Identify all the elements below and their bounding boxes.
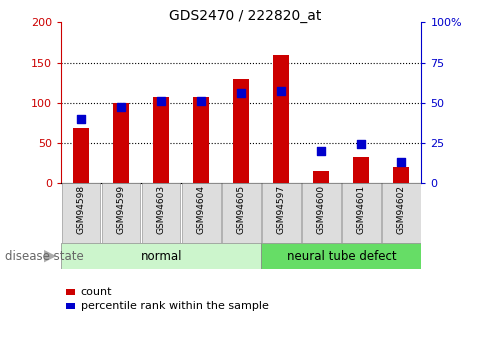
Polygon shape — [44, 250, 56, 263]
Text: neural tube defect: neural tube defect — [287, 250, 396, 263]
FancyBboxPatch shape — [142, 184, 180, 243]
FancyBboxPatch shape — [262, 184, 300, 243]
Point — [237, 90, 245, 96]
Text: GSM94599: GSM94599 — [117, 185, 126, 234]
Point — [117, 105, 125, 110]
Bar — [261, 243, 421, 269]
Point — [277, 89, 285, 94]
Bar — [66, 303, 75, 309]
FancyBboxPatch shape — [342, 184, 381, 243]
Bar — [66, 289, 75, 295]
Text: count: count — [81, 287, 112, 297]
Bar — [233, 79, 249, 183]
Point — [397, 159, 405, 165]
Bar — [193, 97, 209, 183]
FancyBboxPatch shape — [182, 184, 220, 243]
Bar — [74, 128, 89, 183]
Bar — [113, 103, 129, 183]
Bar — [153, 97, 170, 183]
Text: GSM94605: GSM94605 — [237, 185, 246, 234]
Text: GSM94601: GSM94601 — [357, 185, 366, 234]
FancyBboxPatch shape — [102, 184, 141, 243]
Bar — [61, 243, 261, 269]
Text: GSM94603: GSM94603 — [157, 185, 166, 234]
Bar — [393, 167, 409, 183]
Text: percentile rank within the sample: percentile rank within the sample — [81, 301, 269, 310]
Text: GSM94600: GSM94600 — [317, 185, 326, 234]
FancyBboxPatch shape — [62, 184, 100, 243]
Bar — [314, 171, 329, 183]
Point — [157, 98, 165, 104]
FancyBboxPatch shape — [302, 184, 341, 243]
Text: GDS2470 / 222820_at: GDS2470 / 222820_at — [169, 9, 321, 23]
FancyBboxPatch shape — [222, 184, 261, 243]
Text: GSM94604: GSM94604 — [197, 185, 206, 234]
Bar — [353, 157, 369, 183]
Point — [357, 141, 365, 147]
Point — [318, 148, 325, 154]
Point — [77, 116, 85, 121]
Text: GSM94602: GSM94602 — [397, 185, 406, 234]
Bar — [273, 55, 289, 183]
Text: GSM94597: GSM94597 — [277, 185, 286, 234]
Text: normal: normal — [141, 250, 182, 263]
Text: GSM94598: GSM94598 — [77, 185, 86, 234]
Text: disease state: disease state — [5, 250, 84, 263]
Point — [197, 98, 205, 104]
FancyBboxPatch shape — [382, 184, 420, 243]
